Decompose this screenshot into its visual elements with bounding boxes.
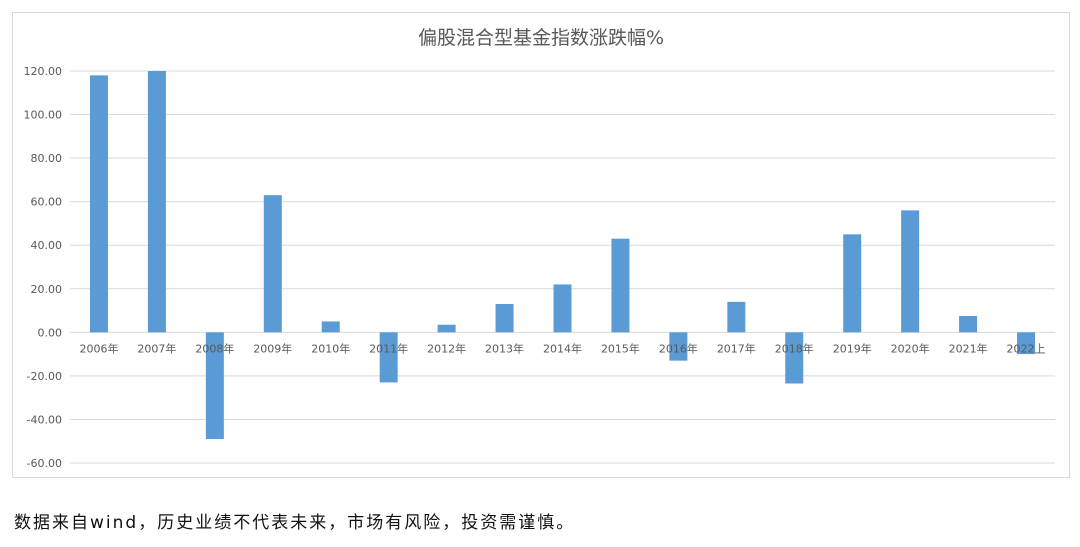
chart: 偏股混合型基金指数涨跌幅% 120.00 100.00 80.00 60.00 40.0… — [24, 27, 1055, 470]
y-tick-label: -20.00 — [27, 370, 62, 383]
x-tick-label: 2010年 — [311, 341, 350, 355]
y-tick-label: 60.00 — [31, 196, 63, 209]
disclaimer-note: 数据来自wind，历史业绩不代表未来，市场有风险，投资需谨慎。 — [14, 513, 576, 533]
y-tick-label: 40.00 — [31, 239, 63, 252]
x-tick-label: 2013年 — [485, 341, 524, 355]
bar — [1017, 332, 1036, 355]
bar — [959, 316, 978, 333]
y-tick-label: 100.00 — [24, 109, 63, 122]
x-axis-tick-labels: 2006年 2007年 2008年 2009年 2010年 2011年 2012年 2013年… — [79, 341, 1045, 355]
x-tick-label: 2012年 — [427, 341, 466, 355]
bar — [727, 301, 746, 333]
bar — [785, 332, 804, 384]
bar — [147, 71, 166, 333]
y-axis-tick-labels: 120.00 100.00 80.00 60.00 40.00 20.00 0.00 -20.… — [24, 65, 63, 470]
bar — [263, 195, 282, 333]
chart-title: 偏股混合型基金指数涨跌幅% — [418, 27, 664, 49]
x-tick-label: 2011年 — [369, 341, 408, 355]
x-tick-label: 2008年 — [195, 341, 234, 355]
y-tick-label: -40.00 — [27, 413, 62, 426]
x-tick-label: 2022上 — [1007, 342, 1046, 355]
y-tick-label: 120.00 — [24, 65, 63, 78]
bar — [89, 75, 108, 333]
bar — [205, 332, 224, 440]
x-tick-label: 2006年 — [79, 341, 118, 355]
x-tick-label: 2019年 — [833, 341, 872, 355]
bar — [437, 324, 456, 333]
x-tick-label: 2015年 — [601, 341, 640, 355]
x-tick-label: 2007年 — [137, 341, 176, 355]
x-tick-label: 2018年 — [775, 341, 814, 355]
bars — [89, 71, 1036, 440]
x-tick-label: 2021年 — [949, 341, 988, 355]
bar — [321, 321, 340, 333]
bar — [553, 284, 572, 333]
x-tick-label: 2020年 — [891, 341, 930, 355]
y-tick-label: -60.00 — [27, 457, 62, 470]
y-tick-label: 20.00 — [31, 283, 63, 296]
bar — [611, 238, 630, 333]
y-tick-label: 80.00 — [31, 152, 63, 165]
y-tick-label: 0.00 — [38, 326, 63, 339]
x-tick-label: 2014年 — [543, 341, 582, 355]
bar — [669, 332, 688, 361]
bar — [901, 210, 920, 333]
bar — [379, 332, 398, 383]
x-tick-label: 2017年 — [717, 341, 756, 355]
x-tick-label: 2016年 — [659, 341, 698, 355]
x-tick-label: 2009年 — [253, 341, 292, 355]
gridlines — [70, 70, 1055, 464]
bar — [843, 234, 862, 333]
bar — [495, 304, 514, 333]
